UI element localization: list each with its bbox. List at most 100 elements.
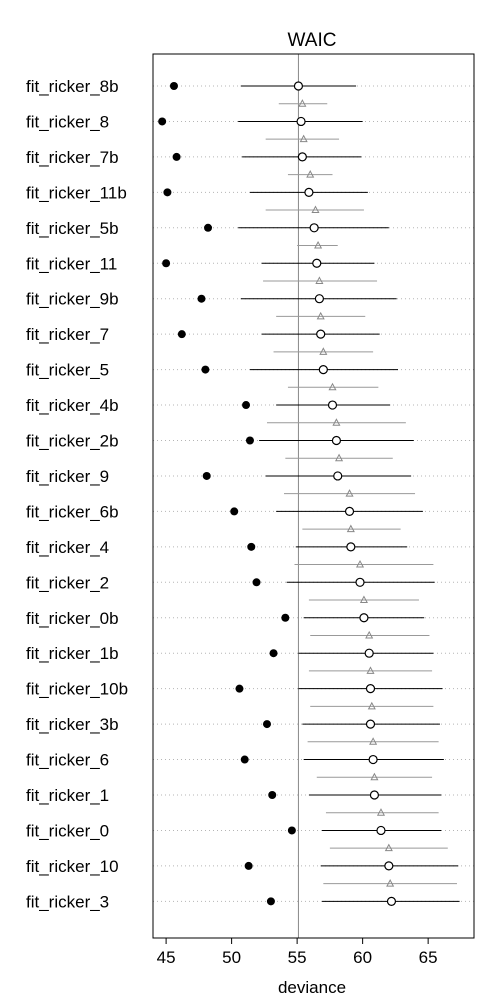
in-sample-deviance-point <box>235 684 244 693</box>
row-label: fit_ricker_0b <box>26 609 119 628</box>
waic-point <box>376 825 386 836</box>
row-label: fit_ricker_0 <box>26 821 109 840</box>
difference-point <box>345 489 354 497</box>
waic-point <box>309 223 319 233</box>
in-sample-deviance-point <box>242 401 251 410</box>
in-sample-deviance-point <box>230 507 239 516</box>
in-sample-deviance-point <box>202 471 211 480</box>
row-label: fit_ricker_7 <box>26 325 109 344</box>
x-axis-label: deviance <box>278 978 346 997</box>
difference-point <box>365 630 374 639</box>
waic-point <box>316 329 326 339</box>
waic-point <box>365 684 376 694</box>
in-sample-deviance-point <box>158 117 167 126</box>
row-label: fit_ricker_1b <box>26 644 119 663</box>
in-sample-deviance-point <box>240 755 249 764</box>
row-label: fit_ricker_10b <box>26 680 128 699</box>
waic-point <box>344 506 355 516</box>
difference-point <box>366 666 375 674</box>
row-label: fit_ricker_5 <box>26 361 109 380</box>
row-label: fit_ricker_1 <box>26 786 109 805</box>
waic-point <box>384 861 394 871</box>
marks <box>158 81 460 906</box>
x-tick-label: 65 <box>419 948 438 967</box>
row-label: fit_ricker_7b <box>26 148 119 167</box>
difference-point <box>369 737 378 745</box>
chart-title: WAIC <box>288 30 337 51</box>
row-label: fit_ricker_3b <box>26 715 119 734</box>
difference-point <box>335 453 344 462</box>
difference-point <box>328 382 337 391</box>
x-tick-label: 60 <box>353 948 372 967</box>
waic-point <box>355 577 365 587</box>
waic-point <box>386 896 397 906</box>
in-sample-deviance-point <box>281 613 290 622</box>
waic-point <box>297 152 307 162</box>
in-sample-deviance-point <box>177 330 186 339</box>
in-sample-deviance-point <box>201 365 210 374</box>
x-tick-label: 50 <box>222 948 241 967</box>
difference-point <box>314 240 323 249</box>
in-sample-deviance-point <box>169 82 178 90</box>
row-label: fit_ricker_11 <box>26 254 117 273</box>
waic-point <box>312 258 322 268</box>
difference-point <box>319 347 328 355</box>
plot-frame <box>152 53 475 939</box>
waic-point <box>304 187 314 197</box>
x-axis: 45 50 55 60 65 <box>157 938 438 967</box>
difference-point <box>376 808 386 816</box>
difference-point <box>298 99 307 107</box>
in-sample-deviance-point <box>197 294 206 303</box>
waic-point <box>314 294 324 304</box>
waic-point <box>296 116 306 127</box>
row-label: fit_ricker_8b <box>26 77 119 96</box>
waic-point <box>364 648 374 658</box>
difference-point <box>315 276 324 284</box>
waic-point <box>333 471 343 481</box>
row-label: fit_ricker_11b <box>26 183 127 202</box>
difference-point <box>306 170 315 178</box>
waic-point <box>369 790 380 800</box>
row-label: fit_ricker_2b <box>26 432 119 451</box>
row-label: fit_ricker_9b <box>26 290 119 309</box>
in-sample-deviance-point <box>269 649 278 658</box>
row-label: fit_ricker_3 <box>26 892 109 911</box>
in-sample-deviance-point <box>266 897 275 906</box>
waic-point <box>365 719 376 729</box>
difference-point <box>299 134 308 143</box>
difference-point <box>311 205 320 214</box>
row-label: fit_ricker_6 <box>26 751 109 770</box>
difference-point <box>332 418 341 426</box>
row-label: fit_ricker_10 <box>26 857 119 876</box>
difference-point <box>370 772 379 781</box>
in-sample-deviance-point <box>163 188 172 197</box>
in-sample-deviance-point <box>245 436 254 445</box>
row-labels: fit_ricker_8b fit_ricker_8 fit_ricker_7bfi… <box>26 77 128 911</box>
x-tick-label: 45 <box>157 948 176 967</box>
waic-point <box>293 81 304 91</box>
in-sample-deviance-point <box>252 578 261 587</box>
row-label: fit_ricker_6b <box>26 502 119 521</box>
row-label: fit_ricker_9 <box>26 467 109 486</box>
difference-point <box>359 595 368 603</box>
waic-point <box>346 542 356 552</box>
waic-point <box>368 754 378 765</box>
in-sample-deviance-point <box>204 223 213 232</box>
waic-point <box>331 435 342 446</box>
difference-point <box>384 843 393 852</box>
row-label: fit_ricker_4b <box>26 396 119 415</box>
in-sample-deviance-point <box>247 542 256 551</box>
in-sample-deviance-point <box>244 861 253 870</box>
in-sample-deviance-point <box>262 720 271 729</box>
difference-point <box>346 524 355 533</box>
x-tick-label: 55 <box>288 948 307 967</box>
row-label: fit_ricker_5b <box>26 219 119 238</box>
in-sample-deviance-point <box>172 152 181 161</box>
row-label: fit_ricker_4 <box>26 538 109 557</box>
row-label: fit_ricker_2 <box>26 573 109 592</box>
difference-point <box>386 879 395 887</box>
row-label: fit_ricker_8 <box>26 112 109 131</box>
in-sample-deviance-point <box>287 826 296 835</box>
difference-point <box>367 701 376 710</box>
